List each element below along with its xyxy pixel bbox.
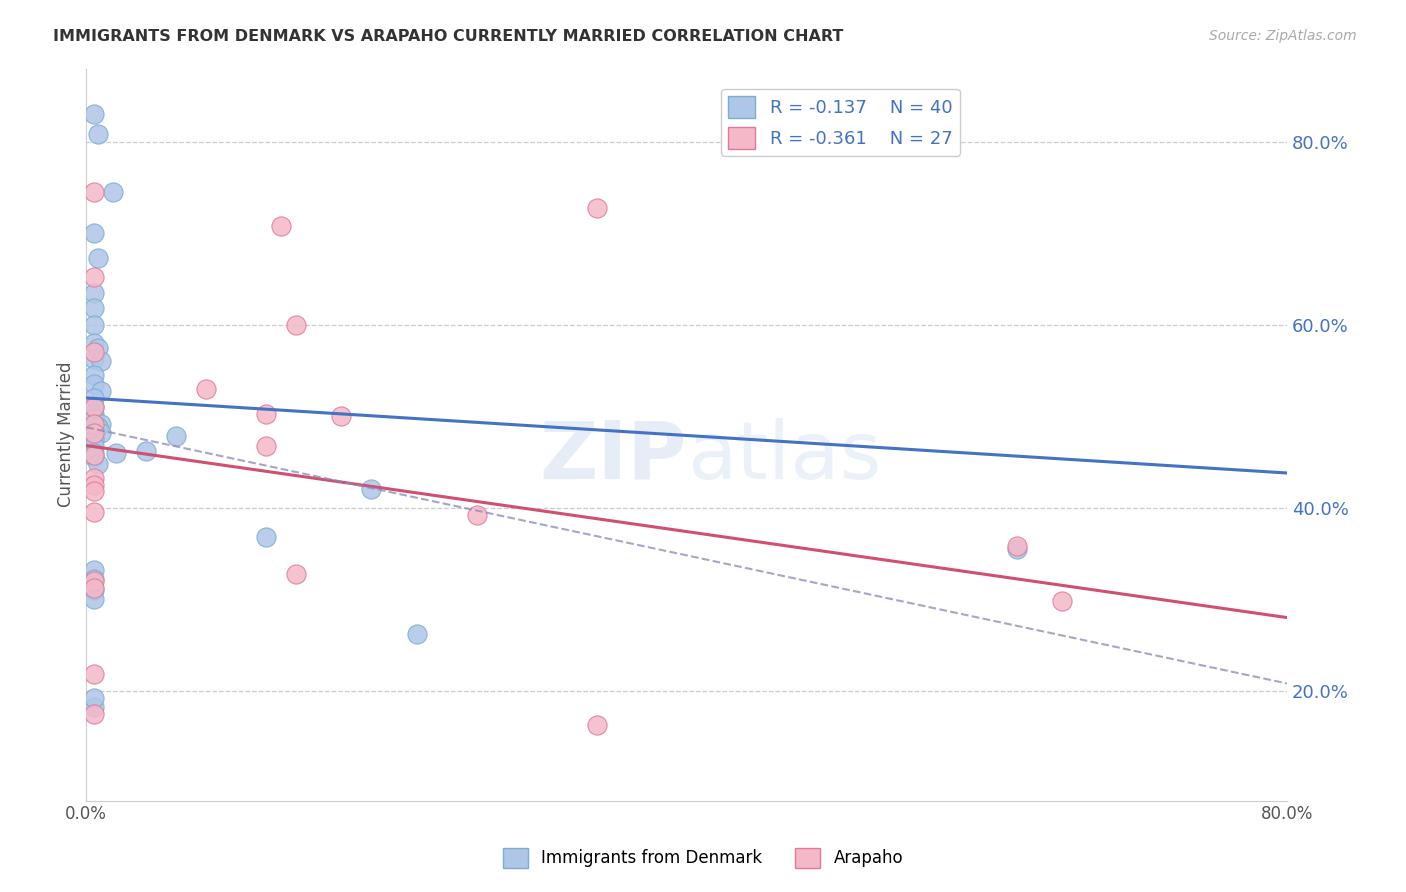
Point	[465, 508, 488, 522]
Point	[83, 368, 105, 383]
Point	[83, 351, 105, 366]
Point	[83, 417, 105, 431]
Point	[1005, 539, 1028, 553]
Text: Source: ZipAtlas.com: Source: ZipAtlas.com	[1209, 29, 1357, 43]
Point	[254, 408, 277, 422]
Point	[105, 446, 128, 460]
Point	[87, 251, 110, 265]
Point	[135, 444, 157, 458]
Point	[165, 429, 187, 443]
Point	[330, 409, 353, 424]
Point	[83, 301, 105, 316]
Point	[83, 185, 105, 199]
Point	[90, 425, 112, 440]
Point	[1005, 541, 1028, 556]
Point	[83, 450, 105, 465]
Point	[90, 417, 112, 431]
Point	[83, 226, 105, 240]
Point	[90, 384, 112, 398]
Point	[83, 425, 105, 440]
Point	[1050, 594, 1073, 608]
Point	[285, 318, 308, 332]
Point	[83, 318, 105, 332]
Point	[83, 107, 105, 121]
Point	[83, 667, 105, 681]
Point	[83, 448, 105, 462]
Point	[83, 411, 105, 425]
Text: ZIP: ZIP	[540, 417, 686, 496]
Point	[254, 530, 277, 544]
Point	[87, 420, 110, 434]
Point	[270, 219, 292, 233]
Point	[254, 438, 277, 452]
Point	[83, 408, 105, 422]
Point	[83, 336, 105, 351]
Y-axis label: Currently Married: Currently Married	[58, 362, 75, 508]
Point	[83, 592, 105, 607]
Point	[405, 627, 427, 641]
Point	[83, 582, 105, 596]
Point	[83, 471, 105, 485]
Point	[83, 446, 105, 460]
Point	[83, 400, 105, 414]
Point	[83, 574, 105, 588]
Legend: Immigrants from Denmark, Arapaho: Immigrants from Denmark, Arapaho	[496, 841, 910, 875]
Point	[585, 201, 607, 215]
Point	[83, 432, 105, 446]
Point	[285, 566, 308, 581]
Point	[83, 438, 105, 452]
Point	[585, 717, 607, 731]
Text: IMMIGRANTS FROM DENMARK VS ARAPAHO CURRENTLY MARRIED CORRELATION CHART: IMMIGRANTS FROM DENMARK VS ARAPAHO CURRE…	[53, 29, 844, 44]
Point	[87, 128, 110, 142]
Point	[83, 285, 105, 300]
Point	[83, 700, 105, 714]
Text: atlas: atlas	[686, 417, 882, 496]
Point	[83, 583, 105, 598]
Point	[83, 345, 105, 359]
Point	[83, 270, 105, 285]
Point	[360, 483, 382, 497]
Point	[87, 341, 110, 355]
Point	[90, 354, 112, 368]
Point	[83, 484, 105, 499]
Point	[103, 185, 125, 199]
Point	[195, 382, 218, 396]
Point	[87, 457, 110, 471]
Point	[83, 377, 105, 392]
Point	[83, 391, 105, 405]
Point	[83, 400, 105, 414]
Point	[83, 478, 105, 492]
Point	[83, 572, 105, 586]
Point	[83, 563, 105, 577]
Point	[83, 505, 105, 519]
Point	[83, 706, 105, 721]
Point	[83, 691, 105, 706]
Legend: R = -0.137    N = 40, R = -0.361    N = 27: R = -0.137 N = 40, R = -0.361 N = 27	[721, 88, 960, 156]
